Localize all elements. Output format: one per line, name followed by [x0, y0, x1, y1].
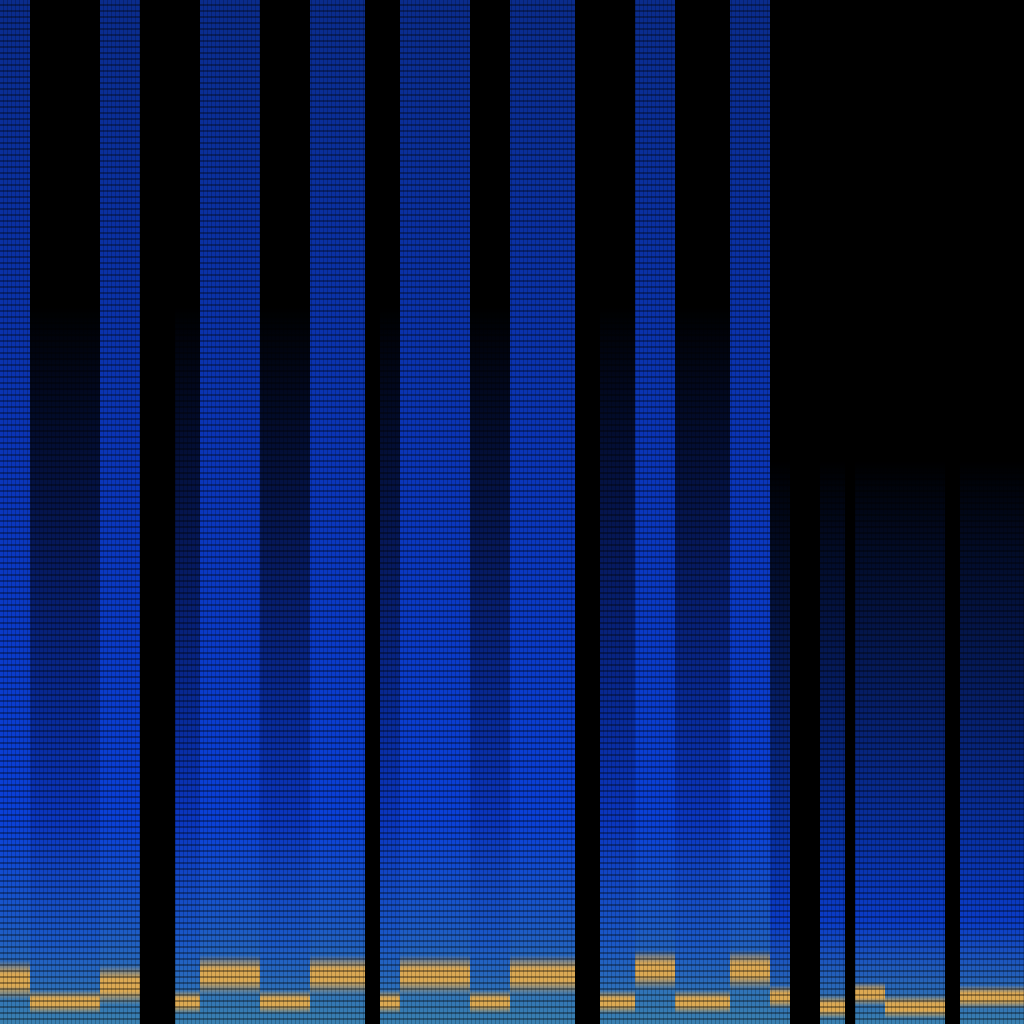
texture	[0, 0, 1024, 1024]
page: (() => { JSON.parse(document.getElementB…	[0, 0, 1024, 1024]
spectrogram	[0, 0, 1024, 1024]
